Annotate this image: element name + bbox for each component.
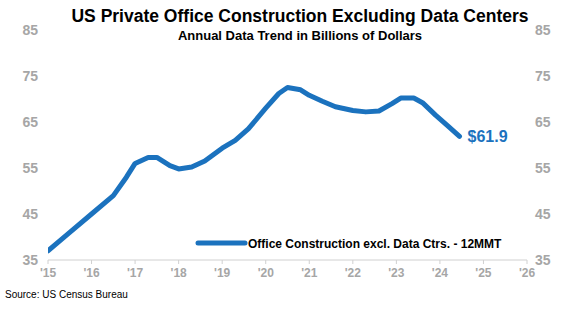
chart-svg: US Private Office Construction Excluding… <box>0 0 567 315</box>
y2-tick <box>527 214 530 215</box>
series-line <box>48 88 460 251</box>
x-tick <box>91 260 92 264</box>
x-tick-label: '23 <box>388 266 405 280</box>
legend-swatch <box>198 241 245 246</box>
x-tick-label: '16 <box>83 266 100 280</box>
x-tick <box>135 260 136 264</box>
x-tick-label: '21 <box>301 266 318 280</box>
y-tick <box>45 168 48 169</box>
x-tick-label: '25 <box>475 266 492 280</box>
y-tick <box>45 214 48 215</box>
y-tick-label: 45 <box>22 206 38 222</box>
x-tick-label: '19 <box>214 266 231 280</box>
y2-tick <box>527 122 530 123</box>
x-tick <box>48 260 49 264</box>
y2-tick <box>527 76 530 77</box>
y2-tick-label: 35 <box>535 252 551 268</box>
x-tick <box>527 260 528 264</box>
y2-tick <box>527 30 530 31</box>
legend-label: Office Construction excl. Data Ctrs. - 1… <box>248 237 502 251</box>
x-tick <box>309 260 310 264</box>
x-tick-label: '15 <box>40 266 57 280</box>
y2-tick-label: 45 <box>535 206 551 222</box>
y2-tick-label: 55 <box>535 160 551 176</box>
y2-tick-label: 85 <box>535 22 551 38</box>
y-tick-label: 75 <box>22 68 38 84</box>
y-tick <box>45 76 48 77</box>
x-tick-label: '24 <box>432 266 449 280</box>
x-tick-label: '20 <box>258 266 275 280</box>
x-tick-label: '17 <box>127 266 144 280</box>
y-tick <box>45 122 48 123</box>
subtitle: Annual Data Trend in Billions of Dollars <box>178 28 422 43</box>
x-tick <box>396 260 397 264</box>
title: US Private Office Construction Excluding… <box>71 6 528 26</box>
y-tick <box>45 30 48 31</box>
y-tick-label: 55 <box>22 160 38 176</box>
chart-root: US Private Office Construction Excluding… <box>0 0 567 315</box>
data-label: $61.9 <box>468 128 508 145</box>
x-tick-label: '18 <box>171 266 188 280</box>
x-tick-label: '22 <box>345 266 362 280</box>
y-tick-label: 65 <box>22 114 38 130</box>
y2-tick <box>527 168 530 169</box>
y2-tick-label: 75 <box>535 68 551 84</box>
x-tick <box>178 260 179 264</box>
x-tick <box>483 260 484 264</box>
x-tick-label: '26 <box>519 266 536 280</box>
y-tick-label: 85 <box>22 22 38 38</box>
x-tick <box>265 260 266 264</box>
plot-area <box>48 88 460 251</box>
x-axis-line <box>48 260 527 261</box>
x-tick <box>439 260 440 264</box>
y-tick-label: 35 <box>22 252 38 268</box>
y2-tick-label: 65 <box>535 114 551 130</box>
x-tick <box>352 260 353 264</box>
x-tick <box>222 260 223 264</box>
source: Source: US Census Bureau <box>5 289 128 300</box>
